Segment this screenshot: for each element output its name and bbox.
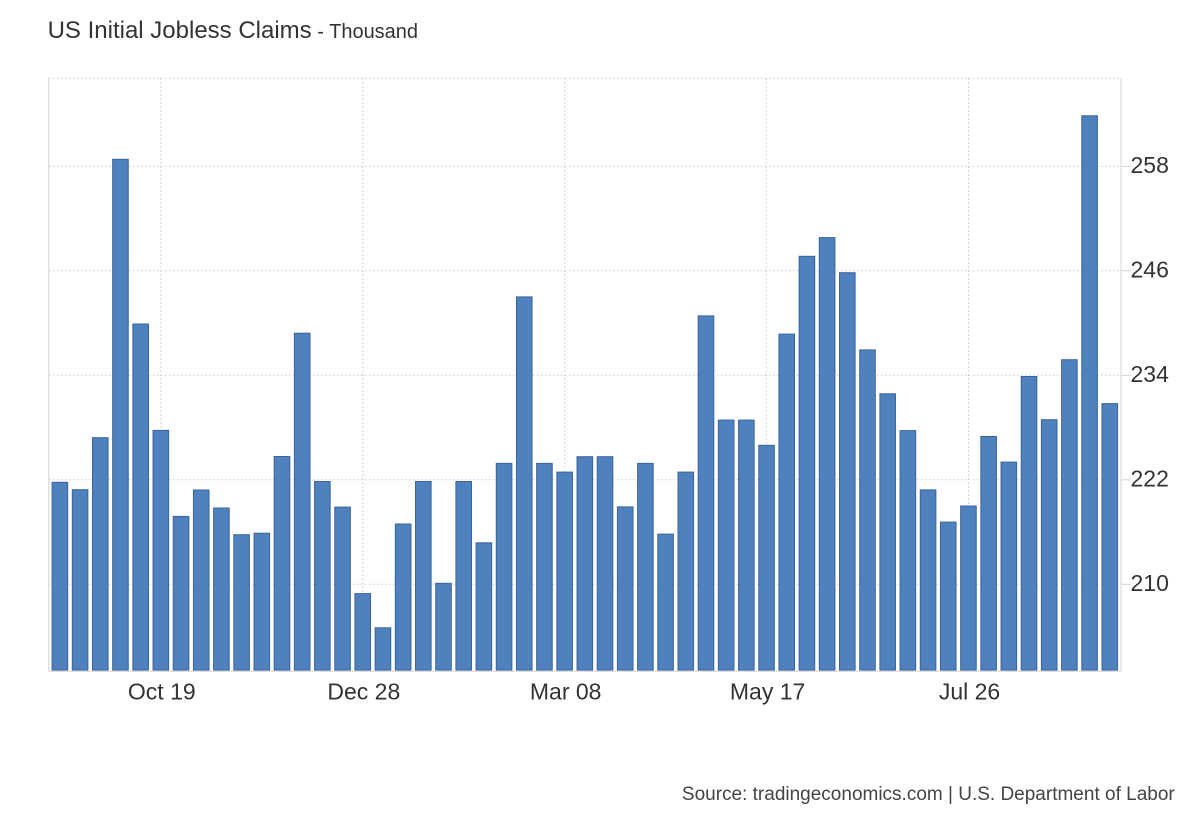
svg-text:246: 246 [1131,256,1169,282]
svg-text:Dec 28: Dec 28 [327,679,400,705]
svg-text:258: 258 [1131,152,1169,178]
svg-text:Jul 26: Jul 26 [939,679,1000,705]
svg-text:Oct 19: Oct 19 [128,679,196,705]
svg-text:222: 222 [1131,465,1169,491]
svg-text:234: 234 [1131,361,1170,387]
svg-text:Mar 08: Mar 08 [530,679,602,705]
svg-text:210: 210 [1131,570,1169,596]
svg-text:May 17: May 17 [730,679,805,705]
